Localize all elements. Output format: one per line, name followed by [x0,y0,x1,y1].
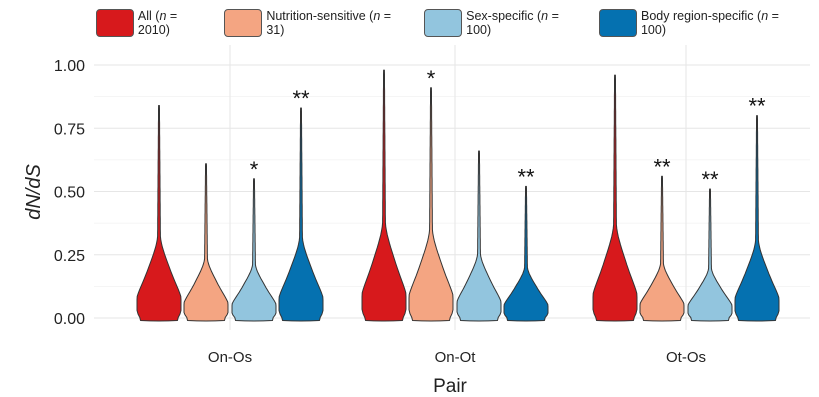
y-tick-label: 1.00 [54,58,85,75]
legend-item-nutrition: Nutrition-sensitive (n = 31) [224,9,412,37]
grid [94,45,810,330]
y-tick-label: 0.75 [54,121,85,138]
legend-item-body: Body region-specific (n = 100) [599,9,807,37]
legend-swatch-all [96,9,134,37]
significance-marks: **** ******** [250,66,766,192]
violins [136,69,780,322]
violin [503,185,549,322]
violin [456,150,502,322]
y-tick-label: 0.00 [54,311,85,328]
y-axis-label: dN/dS [23,164,45,220]
significance-mark: ** [701,167,719,192]
x-tick-label: On-Os [208,349,252,366]
violin [687,188,733,322]
x-axis-label: Pair [433,376,467,397]
violin [734,115,780,322]
y-tick-label: 0.50 [54,185,85,202]
legend-item-sex: Sex-specific (n = 100) [424,9,587,37]
significance-mark: ** [653,154,671,179]
significance-mark: ** [748,94,766,119]
violin [183,163,229,322]
legend-swatch-nutrition [224,9,263,37]
legend-item-all: All (n = 2010) [96,9,212,37]
legend-swatch-sex [424,9,463,37]
legend-label-nutrition: Nutrition-sensitive (n = 31) [266,9,392,37]
violin [408,87,454,322]
y-tick-label: 0.25 [54,248,85,265]
significance-mark: ** [292,86,310,111]
legend-label-sex: Sex-specific (n = 100) [466,9,559,37]
significance-mark: ** [517,164,535,189]
y-tick-labels: 0.00 0.25 0.50 0.75 1.00 [54,58,85,328]
violin [231,178,277,322]
x-tick-labels: On-Os On-Ot Ot-Os [208,349,706,366]
significance-mark: * [250,157,259,182]
x-tick-label: Ot-Os [666,349,706,366]
violin [136,105,182,322]
legend: All (n = 2010) Nutrition-sensitive (n = … [96,8,819,38]
legend-label-body: Body region-specific (n = 100) [640,9,779,37]
violin [361,69,407,322]
legend-swatch-body [599,9,637,37]
violin [592,74,638,322]
significance-mark: * [427,66,436,91]
legend-label-all: All (n = 2010) [137,9,178,37]
x-tick-label: On-Ot [435,349,477,366]
violin [639,175,685,322]
violin [278,107,324,322]
